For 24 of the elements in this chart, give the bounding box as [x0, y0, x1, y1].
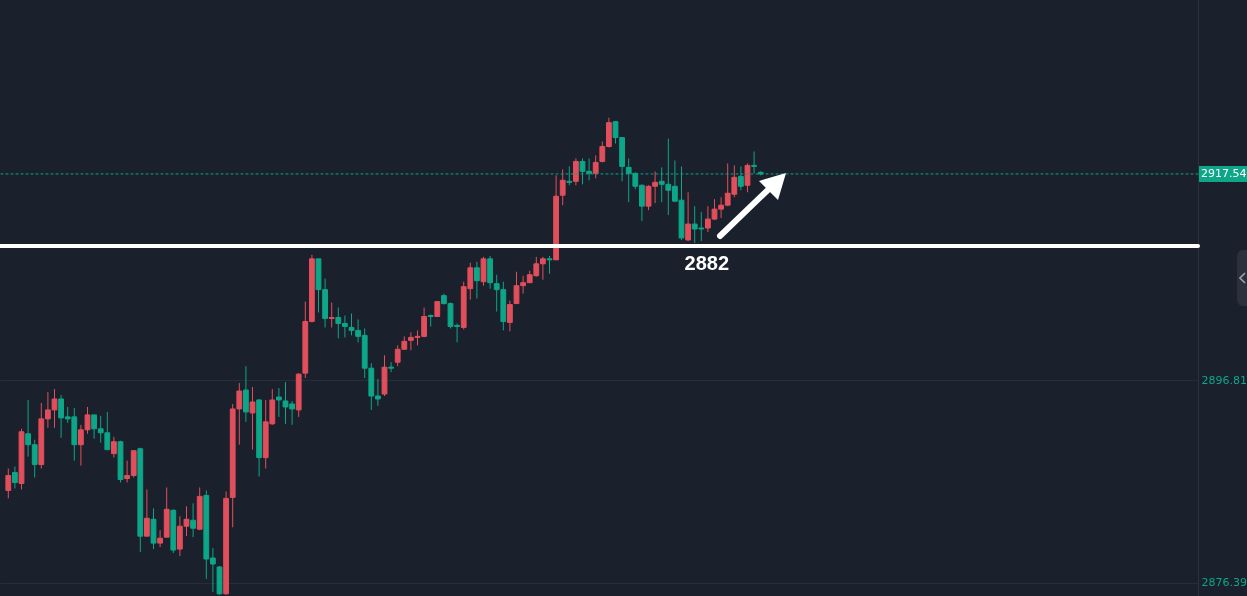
candlestick — [144, 488, 150, 537]
candlestick — [507, 300, 513, 332]
annotation: 2882 — [684, 251, 730, 274]
ref-line-label: 2917.54 — [1201, 166, 1247, 180]
candlestick — [685, 191, 691, 242]
candlestick — [592, 154, 599, 179]
candlestick — [328, 302, 335, 328]
candlestick — [751, 150, 757, 174]
candlestick — [559, 168, 566, 206]
candlestick — [487, 255, 493, 290]
candlestick — [150, 507, 157, 550]
candlestick — [111, 436, 117, 459]
candlestick — [243, 365, 249, 423]
y-tick-label: 2876.39 — [1201, 576, 1247, 590]
candlestick — [249, 386, 256, 451]
y-tick-label: 2896.81 — [1201, 373, 1247, 387]
candlestick — [190, 502, 196, 538]
candlestick — [12, 466, 18, 489]
candlestick — [480, 256, 487, 287]
candlestick — [5, 468, 12, 499]
candlestick — [388, 361, 394, 373]
candlestick — [573, 157, 579, 186]
candlestick — [474, 261, 480, 300]
candlestick — [744, 162, 751, 193]
